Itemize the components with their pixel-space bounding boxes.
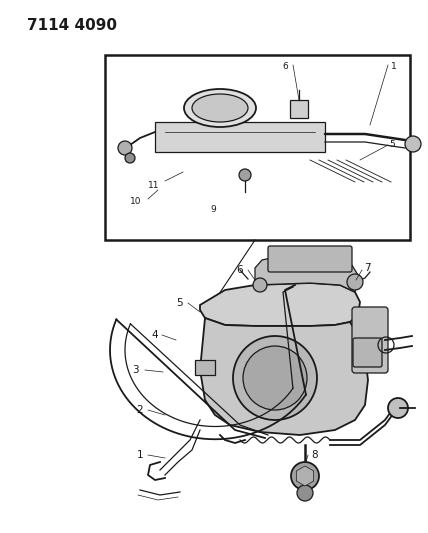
Bar <box>155 122 325 152</box>
Text: 8: 8 <box>312 450 318 460</box>
Text: 3: 3 <box>132 365 138 375</box>
Circle shape <box>125 153 135 163</box>
Bar <box>290 100 308 118</box>
Text: 6: 6 <box>282 62 288 71</box>
Circle shape <box>291 462 319 490</box>
Text: 4: 4 <box>152 330 158 340</box>
Polygon shape <box>200 283 360 326</box>
Circle shape <box>388 398 408 418</box>
FancyBboxPatch shape <box>353 338 382 367</box>
Text: 9: 9 <box>210 205 216 214</box>
Polygon shape <box>296 466 314 486</box>
Circle shape <box>347 274 363 290</box>
Text: 6: 6 <box>237 265 243 275</box>
Circle shape <box>118 141 132 155</box>
Text: 1: 1 <box>391 62 397 71</box>
Text: 7114 4090: 7114 4090 <box>27 18 117 33</box>
Text: 1: 1 <box>137 450 143 460</box>
Text: 10: 10 <box>130 197 142 206</box>
Circle shape <box>405 136 421 152</box>
Text: 7: 7 <box>364 263 370 273</box>
FancyBboxPatch shape <box>352 307 388 373</box>
Text: 11: 11 <box>148 181 160 190</box>
Bar <box>105 55 410 240</box>
Ellipse shape <box>184 89 256 127</box>
Bar <box>195 360 215 375</box>
Circle shape <box>243 346 307 410</box>
Circle shape <box>253 278 267 292</box>
Text: 2: 2 <box>137 405 143 415</box>
Ellipse shape <box>192 94 248 122</box>
Text: 5: 5 <box>389 140 395 149</box>
Circle shape <box>233 336 317 420</box>
FancyBboxPatch shape <box>268 246 352 272</box>
Text: 5: 5 <box>177 298 183 308</box>
Polygon shape <box>200 318 368 435</box>
Polygon shape <box>255 256 358 292</box>
Circle shape <box>297 485 313 501</box>
Circle shape <box>239 169 251 181</box>
